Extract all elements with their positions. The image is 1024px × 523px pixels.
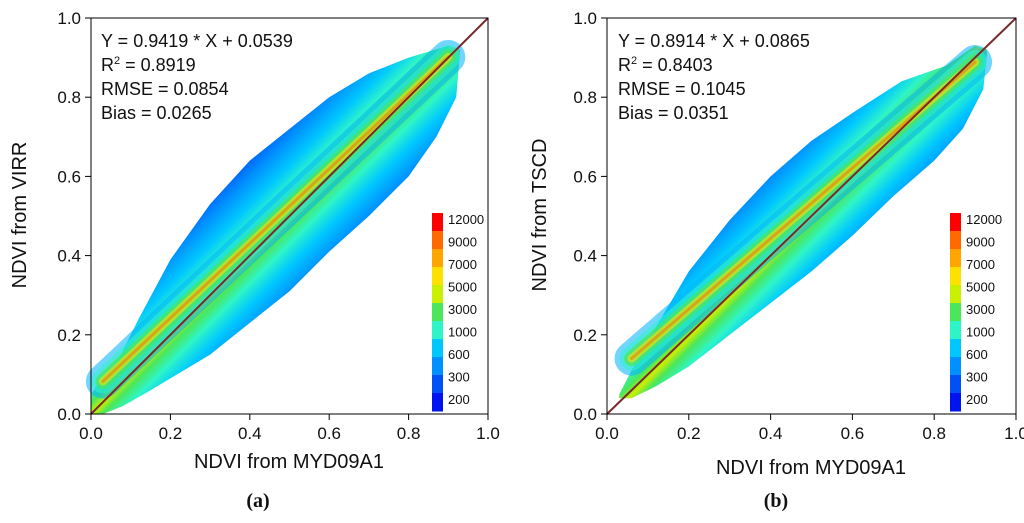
colorbar-swatch <box>950 213 961 232</box>
x-tick-label: 1.0 <box>476 424 500 443</box>
y-tick-label: 0.8 <box>57 88 81 107</box>
density-contours-a <box>85 39 466 399</box>
y-tick-label: 0.6 <box>57 167 81 186</box>
y-tick-label: 0.8 <box>573 88 597 107</box>
rmse-b: RMSE = 0.1045 <box>618 79 746 99</box>
colorbar-label: 9000 <box>966 235 995 250</box>
colorbar-label: 1000 <box>966 325 995 340</box>
colorbar-swatch <box>432 213 443 232</box>
x-tick-label: 0.0 <box>595 424 619 443</box>
y-tick-label: 1.0 <box>573 9 597 28</box>
x-tick-label: 0.4 <box>238 424 262 443</box>
x-tick-label: 0.0 <box>79 424 103 443</box>
colorbar-b: 12000 9000 7000 5000 3000 1000 600 300 200 <box>950 212 1002 412</box>
x-tick-label: 0.2 <box>677 424 701 443</box>
colorbar-label: 3000 <box>966 302 995 317</box>
colorbar-swatch <box>432 285 443 304</box>
x-tick-label: 0.2 <box>159 424 183 443</box>
r-squared-a: R2 = 0.8919 <box>101 55 196 75</box>
x-tick-label: 0.8 <box>397 424 421 443</box>
colorbar-swatch <box>950 285 961 304</box>
plot-frame-b <box>606 17 1017 415</box>
colorbar-swatch <box>950 357 961 376</box>
regression-equation-b: Y = 0.8914 * X + 0.0865 <box>618 31 810 51</box>
panel-label-b: (b) <box>764 490 788 512</box>
x-tick-label: 0.6 <box>317 424 341 443</box>
x-axis-title-b: NDVI from MYD09A1 <box>716 457 906 479</box>
x-ticks-b: 0.0 0.2 0.4 0.6 0.8 1.0 <box>595 414 1024 443</box>
colorbar-swatch <box>950 393 961 412</box>
density-contours-b <box>614 45 993 376</box>
y-tick-label: 0.0 <box>573 405 597 424</box>
r-squared-b: R2 = 0.8403 <box>618 55 713 75</box>
colorbar-label: 200 <box>448 392 470 407</box>
colorbar-label: 300 <box>448 370 470 385</box>
x-ticks-a: 0.0 0.2 0.4 0.6 0.8 1.0 <box>79 414 500 443</box>
colorbar-swatch <box>950 267 961 286</box>
panel-a: 0.0 0.2 0.4 0.6 0.8 1.0 0.0 0.2 0.4 0.6 0.8 1.0 Y … <box>9 9 500 512</box>
colorbar-swatch <box>432 231 443 250</box>
panel-label-a: (a) <box>246 490 269 512</box>
colorbar-label: 300 <box>966 370 988 385</box>
colorbar-swatch <box>432 339 443 358</box>
colorbar-swatch <box>950 339 961 358</box>
x-tick-label: 0.6 <box>841 424 865 443</box>
rmse-a: RMSE = 0.0854 <box>101 79 229 99</box>
colorbar-a: 12000 9000 7000 5000 3000 1000 600 300 200 <box>432 212 484 412</box>
x-axis-title-a: NDVI from MYD09A1 <box>194 451 384 473</box>
colorbar-label: 600 <box>448 347 470 362</box>
colorbar-label: 5000 <box>966 280 995 295</box>
y-tick-label: 0.4 <box>57 247 81 266</box>
x-tick-label: 0.8 <box>922 424 946 443</box>
colorbar-swatch <box>432 393 443 412</box>
bias-b: Bias = 0.0351 <box>618 103 729 123</box>
colorbar-swatch <box>432 303 443 322</box>
y-tick-label: 0.4 <box>573 247 597 266</box>
colorbar-swatch <box>950 249 961 268</box>
panel-b: 0.0 0.2 0.4 0.6 0.8 1.0 0.0 0.2 0.4 0.6 0.8 1.0 Y … <box>529 9 1024 512</box>
bias-a: Bias = 0.0265 <box>101 103 212 123</box>
density-band <box>101 55 450 383</box>
colorbar-swatch <box>432 249 443 268</box>
colorbar-label: 12000 <box>966 212 1002 227</box>
regression-line-a <box>90 17 489 415</box>
y-tick-label: 0.2 <box>57 326 81 345</box>
colorbar-label: 12000 <box>448 212 484 227</box>
colorbar-label: 7000 <box>966 257 995 272</box>
colorbar-swatch <box>432 357 443 376</box>
x-tick-label: 0.4 <box>759 424 783 443</box>
colorbar-label: 5000 <box>448 280 477 295</box>
colorbar-label: 600 <box>966 347 988 362</box>
colorbar-swatch <box>432 267 443 286</box>
colorbar-label: 9000 <box>448 235 477 250</box>
y-axis-title-b: NDVI from TSCD <box>529 139 551 292</box>
colorbar-swatch <box>950 231 961 250</box>
colorbar-label: 7000 <box>448 257 477 272</box>
colorbar-swatch <box>432 321 443 340</box>
colorbar-label: 3000 <box>448 302 477 317</box>
y-tick-label: 0.0 <box>57 405 81 424</box>
regression-line-b <box>606 17 1017 415</box>
colorbar-swatch <box>950 375 961 394</box>
x-tick-label: 1.0 <box>1004 424 1024 443</box>
colorbar-label: 200 <box>966 392 988 407</box>
colorbar-swatch <box>432 375 443 394</box>
y-tick-label: 0.2 <box>573 326 597 345</box>
y-ticks-b: 0.0 0.2 0.4 0.6 0.8 1.0 <box>573 9 607 424</box>
regression-equation-a: Y = 0.9419 * X + 0.0539 <box>101 31 293 51</box>
colorbar-swatch <box>950 321 961 340</box>
colorbar-swatch <box>950 303 961 322</box>
y-axis-title-a: NDVI from VIRR <box>9 142 31 289</box>
colorbar-label: 1000 <box>448 325 477 340</box>
density-band <box>630 60 977 361</box>
y-ticks-a: 0.0 0.2 0.4 0.6 0.8 1.0 <box>57 9 91 424</box>
y-tick-label: 1.0 <box>57 9 81 28</box>
y-tick-label: 0.6 <box>573 167 597 186</box>
plot-frame-a <box>90 17 489 415</box>
